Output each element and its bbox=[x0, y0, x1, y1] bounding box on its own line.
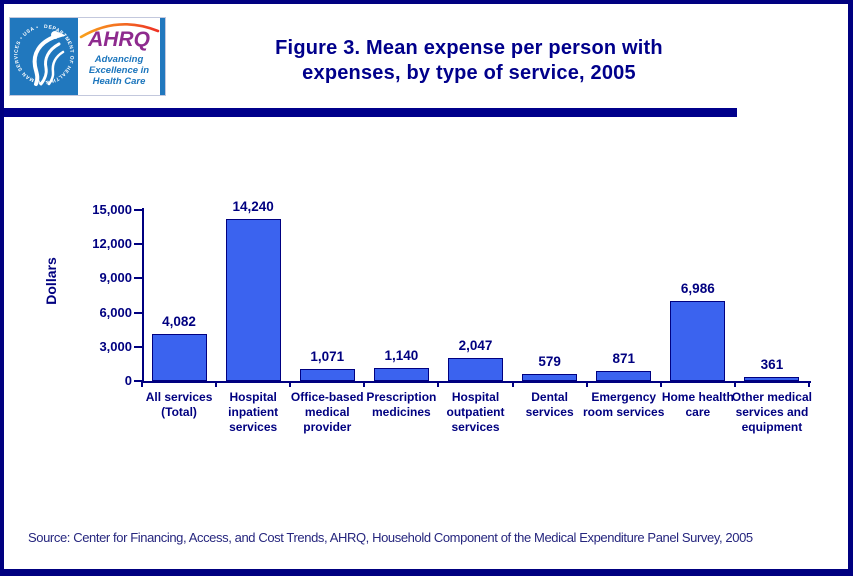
bar bbox=[744, 377, 800, 381]
bar bbox=[225, 219, 281, 381]
bar bbox=[299, 369, 355, 381]
y-tick-mark bbox=[134, 345, 142, 348]
y-tick-mark bbox=[134, 277, 142, 280]
x-tick-mark bbox=[733, 381, 736, 387]
bar bbox=[522, 374, 578, 381]
bar bbox=[151, 334, 207, 381]
y-axis-title: Dollars bbox=[43, 257, 59, 305]
bar-value-label: 4,082 bbox=[162, 314, 196, 329]
category-label: Office-based medical provider bbox=[290, 390, 364, 434]
bar-value-label: 361 bbox=[760, 357, 784, 372]
bar-value-label: 579 bbox=[538, 354, 561, 369]
y-axis-line bbox=[142, 208, 144, 383]
x-tick-mark bbox=[808, 381, 810, 387]
category-label: Emergency room services bbox=[583, 390, 665, 419]
ahrq-tagline-line: Health Care bbox=[92, 76, 146, 87]
y-tick-mark bbox=[134, 380, 142, 382]
y-tick-label: 3,000 bbox=[99, 338, 132, 354]
category-label: Home health care bbox=[661, 390, 734, 419]
y-tick-label: 0 bbox=[124, 373, 132, 388]
category-label: Other medical services and equipment bbox=[731, 390, 812, 434]
bar-value-label: 14,240 bbox=[232, 199, 274, 214]
bar bbox=[670, 301, 726, 381]
figure-title: Figure 3. Mean expense per person with e… bbox=[189, 36, 749, 86]
x-tick-mark bbox=[585, 381, 588, 387]
ahrq-tagline-line: Excellence in bbox=[88, 65, 150, 76]
header-divider-bar bbox=[4, 108, 737, 117]
bar bbox=[448, 358, 503, 381]
category-label: Prescription medicines bbox=[366, 390, 437, 419]
x-tick-mark bbox=[437, 381, 440, 387]
logo-right-strip bbox=[160, 18, 165, 95]
ahrq-swoosh-icon bbox=[79, 22, 160, 39]
x-tick-mark bbox=[215, 381, 218, 387]
bar-value-label: 1,140 bbox=[384, 348, 419, 363]
bar-value-label: 1,071 bbox=[310, 349, 345, 364]
bar-value-label: 2,047 bbox=[458, 338, 493, 353]
x-tick-mark bbox=[289, 381, 292, 387]
ahrq-tagline: Advancing Excellence in Health Care bbox=[78, 54, 160, 87]
hhs-ahrq-logo: DEPARTMENT OF HEALTH & HUMAN SERVICES • … bbox=[9, 17, 166, 96]
y-tick-mark bbox=[134, 243, 142, 246]
y-tick-label: 9,000 bbox=[99, 270, 132, 286]
source-note: Source: Center for Financing, Access, an… bbox=[28, 530, 753, 545]
category-label: Hospital outpatient services bbox=[446, 390, 505, 434]
y-tick-mark bbox=[134, 311, 142, 314]
ahrq-acronym: AHRQ bbox=[88, 28, 150, 51]
ahrq-logo: AHRQ Advancing Excellence in Health Care bbox=[78, 18, 160, 95]
y-tick-label: 12,000 bbox=[92, 236, 132, 252]
y-tick-mark bbox=[134, 209, 142, 211]
y-tick-label: 15,000 bbox=[92, 202, 132, 217]
category-label: Dental services bbox=[525, 390, 574, 419]
bar bbox=[596, 371, 652, 381]
x-axis-line bbox=[142, 381, 811, 383]
category-label: All services (Total) bbox=[145, 390, 213, 419]
x-tick-mark bbox=[141, 381, 143, 387]
x-tick-mark bbox=[511, 381, 514, 387]
bar bbox=[373, 368, 429, 381]
bar-chart: Dollars 0 3,000 6,000 9,000 12,000 15,000 4,08… bbox=[4, 4, 848, 569]
figure-title-line2: expenses, by type of service, 2005 bbox=[302, 62, 636, 84]
x-tick-mark bbox=[363, 381, 366, 387]
category-label: Hospital inpatient services bbox=[228, 390, 279, 434]
figure-title-line1: Figure 3. Mean expense per person with bbox=[275, 37, 663, 59]
hhs-eagle-icon: DEPARTMENT OF HEALTH & HUMAN SERVICES • … bbox=[13, 24, 74, 86]
x-tick-mark bbox=[659, 381, 662, 387]
hhs-logo: DEPARTMENT OF HEALTH & HUMAN SERVICES • … bbox=[10, 18, 78, 95]
bar-value-label: 6,986 bbox=[680, 281, 715, 296]
bar-value-label: 871 bbox=[612, 351, 635, 366]
ahrq-tagline-line: Advancing bbox=[94, 54, 144, 65]
y-tick-label: 6,000 bbox=[99, 304, 132, 320]
